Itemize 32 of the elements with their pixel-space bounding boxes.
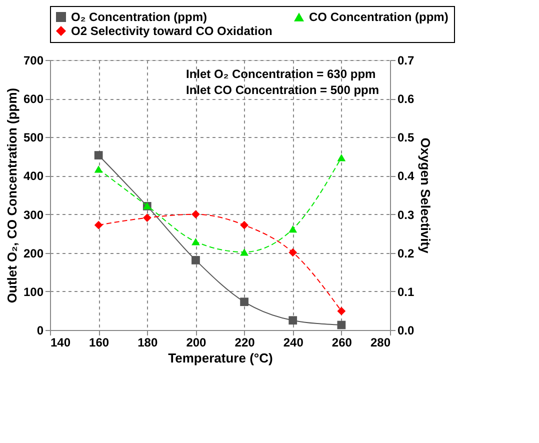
legend-label: CO Concentration (ppm) bbox=[309, 10, 448, 24]
y-tick-label: 700 bbox=[23, 54, 44, 68]
y-tick-label: 0 bbox=[36, 324, 44, 338]
annotation: Inlet O₂ Concentration = 630 ppm bbox=[186, 67, 376, 81]
x-tick-label: 140 bbox=[50, 336, 71, 350]
x-axis-title: Temperature (°C) bbox=[168, 350, 273, 366]
y-axis-title: Outlet O₂, CO Concentration (ppm) bbox=[4, 88, 20, 304]
y2-tick-label: 0.2 bbox=[398, 246, 415, 260]
x-tick-label: 260 bbox=[332, 336, 352, 350]
y-tick-label: 600 bbox=[23, 92, 44, 106]
x-tick-label: 200 bbox=[186, 336, 207, 350]
y-tick-label: 400 bbox=[23, 169, 44, 184]
y2-tick-label: 0.6 bbox=[398, 92, 415, 106]
y-tick-label: 100 bbox=[23, 284, 44, 299]
y2-tick-label: 0.3 bbox=[398, 208, 415, 222]
x-tick-label: 240 bbox=[283, 336, 304, 350]
y-tick-label: 200 bbox=[23, 246, 44, 260]
legend-label: O₂ Concentration (ppm) bbox=[71, 10, 207, 24]
legend-label: O2 Selectivity toward CO Oxidation bbox=[71, 24, 272, 38]
y2-tick-label: 0.4 bbox=[398, 169, 415, 184]
annotation: Inlet CO Concentration = 500 ppm bbox=[186, 83, 380, 97]
y-tick-label: 500 bbox=[23, 130, 44, 145]
x-tick-label: 180 bbox=[138, 336, 158, 350]
x-tick-label: 280 bbox=[370, 336, 391, 350]
y2-tick-label: 0.7 bbox=[398, 54, 415, 68]
y2-tick-label: 0.1 bbox=[398, 284, 415, 299]
x-tick-label: 220 bbox=[234, 336, 256, 350]
y2-tick-label: 0.5 bbox=[398, 130, 415, 145]
y-tick-label: 300 bbox=[23, 208, 44, 222]
y2-tick-label: 0.0 bbox=[398, 324, 415, 338]
x-tick-label: 160 bbox=[89, 336, 110, 350]
y2-axis-title: Oxygen Selectivity bbox=[418, 138, 434, 254]
